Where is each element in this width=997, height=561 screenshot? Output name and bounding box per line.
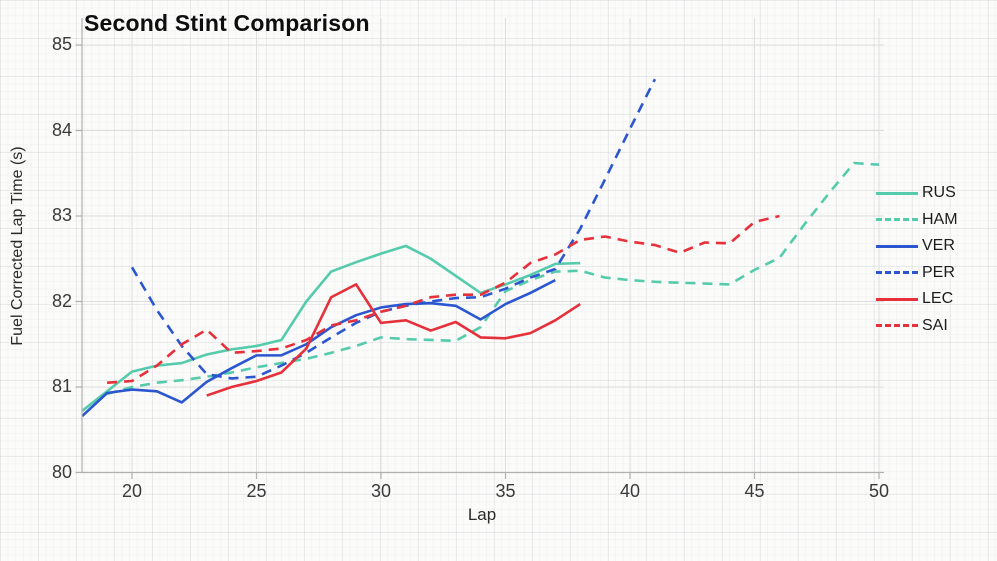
y-tick-label-83: 83: [51, 205, 72, 225]
y-tick-label-80: 80: [51, 461, 72, 482]
series-line-ver: [81, 278, 556, 418]
y-axis-label: Fuel Corrected Lap Time (s): [9, 146, 26, 346]
legend: RUS HAM VER PER LEC SAI: [876, 184, 958, 343]
axis-spines: [81, 18, 884, 474]
legend-label-sai: SAI: [922, 316, 948, 334]
chart-title: Second Stint Comparison: [84, 10, 370, 36]
legend-line-sample-ver: [876, 244, 918, 248]
series-line-ham: [106, 161, 880, 396]
gridlines: [82, 18, 884, 473]
legend-item-ver: VER: [876, 237, 958, 255]
legend-item-per: PER: [876, 264, 958, 282]
legend-item-sai: SAI: [876, 317, 958, 335]
tick-marks: [75, 44, 880, 479]
legend-line-sample-per: [876, 271, 918, 274]
x-tick-label-20: 20: [121, 481, 143, 501]
legend-item-ham: HAM: [876, 211, 958, 229]
x-tick-label-35: 35: [495, 481, 516, 501]
legend-item-rus: RUS: [876, 184, 958, 202]
legend-label-rus: RUS: [922, 184, 956, 201]
series-lines: [81, 78, 880, 418]
x-tick-label-45: 45: [744, 481, 765, 501]
legend-line-sample-rus: [876, 191, 918, 195]
y-tick-label-82: 82: [51, 290, 72, 311]
legend-line-sample-sai: [876, 324, 918, 327]
y-tick-label-85: 85: [51, 34, 72, 54]
legend-line-sample-ham: [876, 218, 918, 221]
legend-label-ham: HAM: [922, 210, 958, 228]
y-tick-label-81: 81: [51, 376, 72, 396]
y-tick-label-84: 84: [51, 119, 72, 140]
x-tick-label-25: 25: [246, 481, 267, 501]
legend-item-lec: LEC: [876, 290, 958, 308]
series-line-per: [130, 78, 657, 380]
x-tick-label-30: 30: [370, 481, 392, 501]
series-line-lec: [206, 283, 581, 397]
x-axis-label: Lap: [467, 505, 497, 524]
legend-label-ver: VER: [922, 237, 955, 254]
legend-label-per: PER: [922, 263, 955, 281]
x-tick-label-40: 40: [619, 481, 641, 501]
legend-line-sample-lec: [876, 297, 918, 301]
x-tick-label-50: 50: [868, 481, 890, 501]
legend-label-lec: LEC: [922, 290, 954, 307]
series-line-sai: [107, 214, 780, 385]
